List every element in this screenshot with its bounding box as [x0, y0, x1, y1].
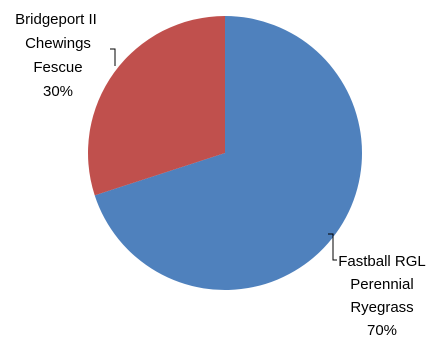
- pie-slice-1: [88, 16, 225, 196]
- pie-slices: [88, 16, 363, 290]
- slice-percent-bridgeport: 30%: [43, 83, 73, 100]
- slice-label-bridgeport-line3: Fescue: [33, 59, 82, 76]
- pie-slice-0: [94, 16, 363, 290]
- slice-label-fastball-line3: Ryegrass: [350, 299, 413, 316]
- slice-label-fastball-line2: Perennial: [350, 276, 413, 293]
- slice-label-fastball-line1: Fastball RGL: [338, 253, 426, 270]
- slice-percent-fastball: 70%: [367, 322, 397, 339]
- leader-line-slice-1: [110, 48, 116, 66]
- slice-label-bridgeport-line1: Bridgeport II: [15, 11, 97, 28]
- slice-label-bridgeport-line2: Chewings: [25, 35, 91, 52]
- leader-line-slice-0: [328, 233, 337, 261]
